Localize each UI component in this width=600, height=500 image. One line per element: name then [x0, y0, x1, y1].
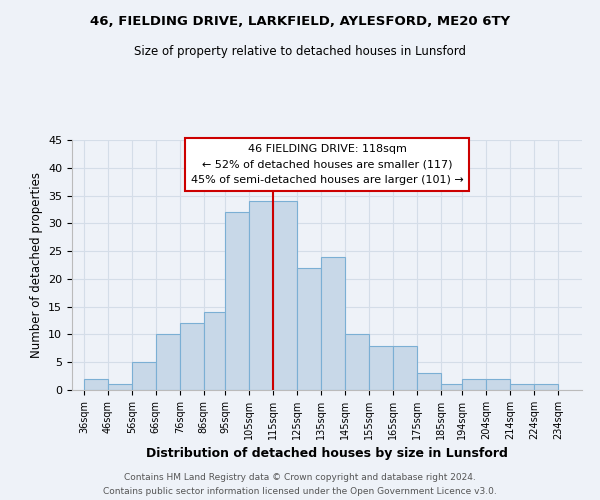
Bar [249, 201, 273, 390]
Bar [273, 201, 297, 390]
Bar [156, 334, 180, 390]
Text: Contains HM Land Registry data © Crown copyright and database right 2024.: Contains HM Land Registry data © Crown c… [124, 472, 476, 482]
Text: 46 FIELDING DRIVE: 118sqm
← 52% of detached houses are smaller (117)
45% of semi: 46 FIELDING DRIVE: 118sqm ← 52% of detac… [191, 144, 463, 185]
Text: Contains public sector information licensed under the Open Government Licence v3: Contains public sector information licen… [103, 488, 497, 496]
Bar [321, 256, 345, 390]
Y-axis label: Number of detached properties: Number of detached properties [29, 172, 43, 358]
Bar [417, 374, 441, 390]
Text: 46, FIELDING DRIVE, LARKFIELD, AYLESFORD, ME20 6TY: 46, FIELDING DRIVE, LARKFIELD, AYLESFORD… [90, 15, 510, 28]
Bar [132, 362, 156, 390]
Bar [180, 324, 203, 390]
Text: Size of property relative to detached houses in Lunsford: Size of property relative to detached ho… [134, 45, 466, 58]
Bar [108, 384, 132, 390]
Bar [84, 379, 108, 390]
Bar [441, 384, 462, 390]
Bar [345, 334, 369, 390]
Bar [510, 384, 534, 390]
Bar [393, 346, 417, 390]
Bar [297, 268, 321, 390]
Bar [203, 312, 225, 390]
Bar [225, 212, 249, 390]
X-axis label: Distribution of detached houses by size in Lunsford: Distribution of detached houses by size … [146, 448, 508, 460]
Bar [462, 379, 486, 390]
Bar [534, 384, 558, 390]
Bar [369, 346, 393, 390]
Bar [486, 379, 510, 390]
